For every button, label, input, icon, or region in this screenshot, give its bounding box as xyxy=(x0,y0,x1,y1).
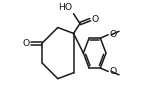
Text: O: O xyxy=(109,30,116,39)
Text: O: O xyxy=(22,39,30,48)
Text: HO: HO xyxy=(58,3,72,12)
Text: O: O xyxy=(92,15,99,24)
Text: O: O xyxy=(109,67,116,76)
